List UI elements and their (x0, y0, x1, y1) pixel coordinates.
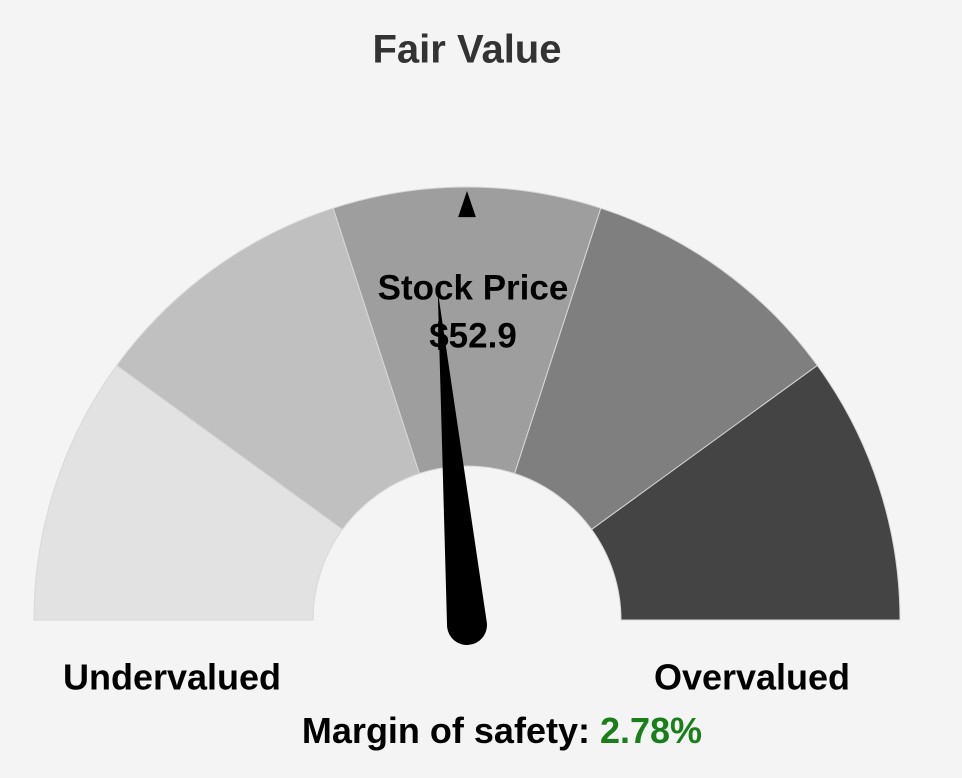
gauge-band (590, 364, 901, 621)
fair-value-marker (458, 191, 476, 218)
margin-value: 2.78% (600, 710, 702, 751)
right-label: Overvalued (654, 657, 850, 698)
margin-line: Margin of safety: 2.78% (302, 710, 702, 751)
gauge-band (33, 364, 344, 621)
stock-price-label: Stock Price (378, 268, 569, 307)
margin-label: Margin of safety: (302, 710, 590, 751)
gauge-band (115, 207, 421, 531)
gauge-bands (33, 186, 901, 621)
left-label: Undervalued (63, 657, 281, 698)
needle (437, 291, 487, 645)
gauge-band (513, 207, 819, 531)
chart-title: Fair Value (373, 28, 562, 72)
